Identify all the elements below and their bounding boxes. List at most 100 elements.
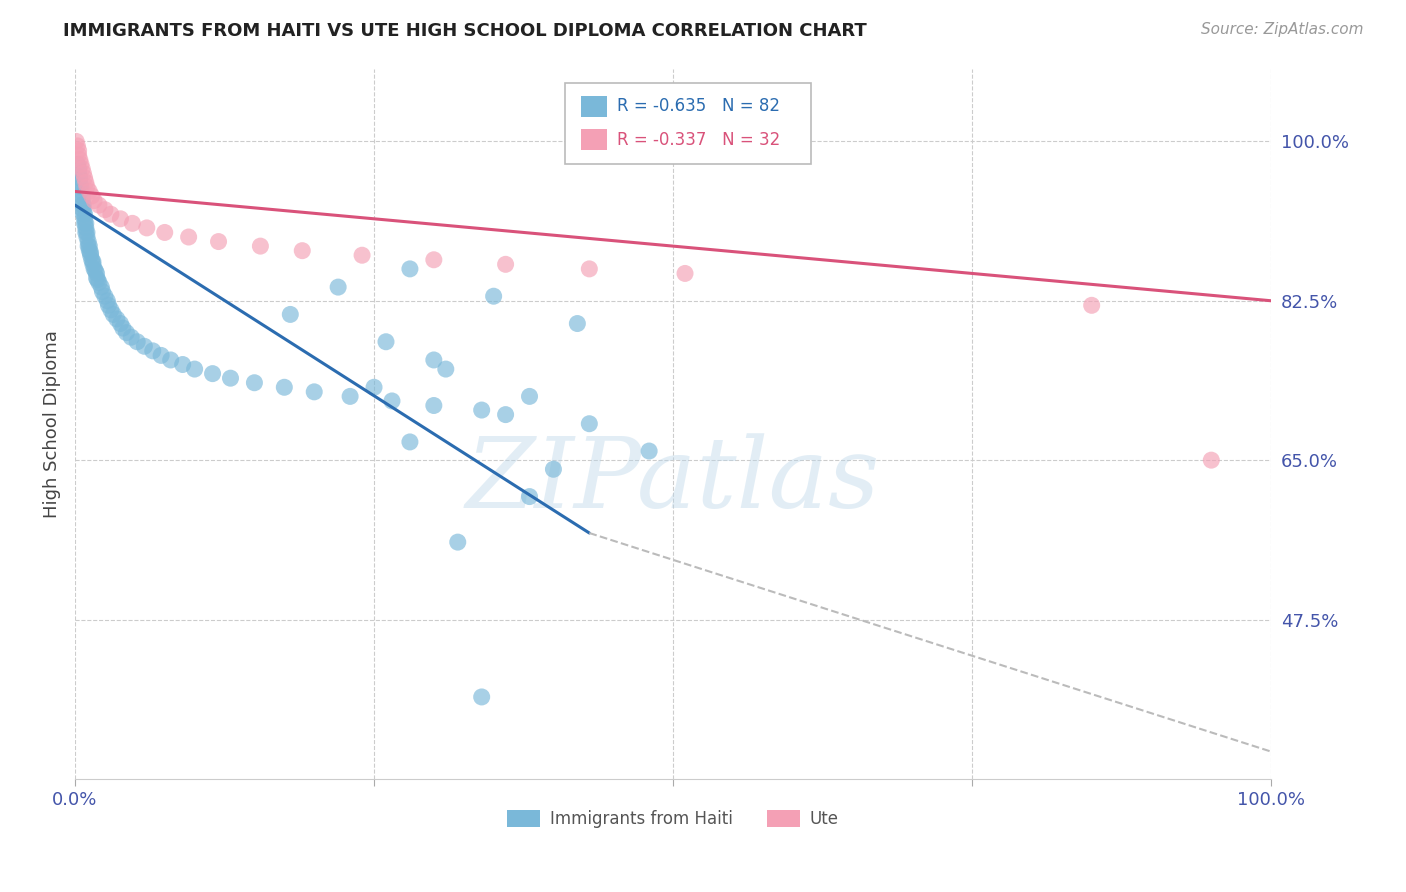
Point [278, 307, 301, 321]
Point [153, 226, 176, 240]
Point [423, 353, 446, 368]
Point [72, 207, 94, 221]
Bar [581, 129, 607, 150]
Point [302, 384, 325, 399]
Point [291, 244, 314, 258]
Point [86, 267, 108, 281]
Point [134, 339, 156, 353]
Point [94, 289, 117, 303]
Point [273, 380, 295, 394]
Point [79, 239, 101, 253]
Point [159, 353, 181, 368]
Bar [581, 95, 607, 117]
Point [447, 535, 470, 549]
Text: R = -0.337   N = 32: R = -0.337 N = 32 [617, 130, 780, 149]
Point [423, 399, 446, 413]
Point [73, 211, 96, 226]
Point [135, 220, 157, 235]
Y-axis label: High School Diploma: High School Diploma [44, 330, 60, 517]
Point [69, 153, 91, 167]
Point [121, 216, 143, 230]
Point [66, 139, 89, 153]
Point [79, 248, 101, 262]
Point [434, 362, 457, 376]
Point [375, 334, 398, 349]
Point [79, 245, 101, 260]
Text: ZIPatlas: ZIPatlas [465, 433, 880, 528]
Point [90, 280, 112, 294]
Point [75, 220, 97, 235]
Point [82, 254, 104, 268]
FancyBboxPatch shape [565, 83, 811, 164]
Point [70, 189, 93, 203]
Point [100, 302, 122, 317]
Point [105, 312, 128, 326]
Point [339, 389, 361, 403]
Point [84, 263, 107, 277]
Point [70, 180, 93, 194]
Point [76, 180, 98, 194]
Point [76, 230, 98, 244]
Point [519, 389, 541, 403]
Point [423, 252, 446, 267]
Legend: Immigrants from Haiti, Ute: Immigrants from Haiti, Ute [501, 803, 845, 835]
Point [87, 276, 110, 290]
Point [673, 267, 696, 281]
Point [75, 216, 97, 230]
Point [70, 198, 93, 212]
Text: IMMIGRANTS FROM HAITI VS UTE HIGH SCHOOL DIPLOMA CORRELATION CHART: IMMIGRANTS FROM HAITI VS UTE HIGH SCHOOL… [63, 22, 868, 40]
Point [100, 207, 122, 221]
Point [83, 194, 105, 208]
Point [77, 239, 100, 253]
Point [103, 307, 125, 321]
Point [75, 226, 97, 240]
Point [110, 317, 132, 331]
Point [70, 157, 93, 171]
Point [110, 211, 132, 226]
Point [91, 285, 114, 299]
Point [80, 189, 103, 203]
Point [67, 148, 90, 162]
Point [243, 376, 266, 390]
Point [76, 226, 98, 240]
Point [73, 207, 96, 221]
Point [97, 298, 120, 312]
Point [150, 348, 173, 362]
Point [142, 343, 165, 358]
Point [519, 490, 541, 504]
Point [172, 358, 194, 372]
Point [352, 248, 374, 262]
Text: Source: ZipAtlas.com: Source: ZipAtlas.com [1201, 22, 1364, 37]
Point [201, 367, 224, 381]
Point [70, 194, 93, 208]
Point [94, 202, 117, 217]
Point [471, 403, 494, 417]
Point [120, 330, 142, 344]
Point [77, 235, 100, 249]
Point [87, 198, 110, 212]
Point [67, 144, 90, 158]
Point [82, 257, 104, 271]
Point [399, 261, 422, 276]
Point [69, 175, 91, 189]
Point [86, 271, 108, 285]
Point [183, 362, 205, 376]
Point [66, 157, 89, 171]
Point [72, 166, 94, 180]
Point [543, 462, 565, 476]
Point [127, 334, 149, 349]
Point [482, 289, 505, 303]
Point [1201, 453, 1223, 467]
Point [69, 170, 91, 185]
Point [328, 280, 350, 294]
Point [363, 380, 385, 394]
Point [249, 239, 271, 253]
Point [65, 134, 87, 148]
Point [70, 185, 93, 199]
Point [67, 166, 90, 180]
Point [495, 408, 517, 422]
Point [70, 161, 93, 176]
Point [67, 161, 90, 176]
Point [578, 261, 600, 276]
Point [578, 417, 600, 431]
